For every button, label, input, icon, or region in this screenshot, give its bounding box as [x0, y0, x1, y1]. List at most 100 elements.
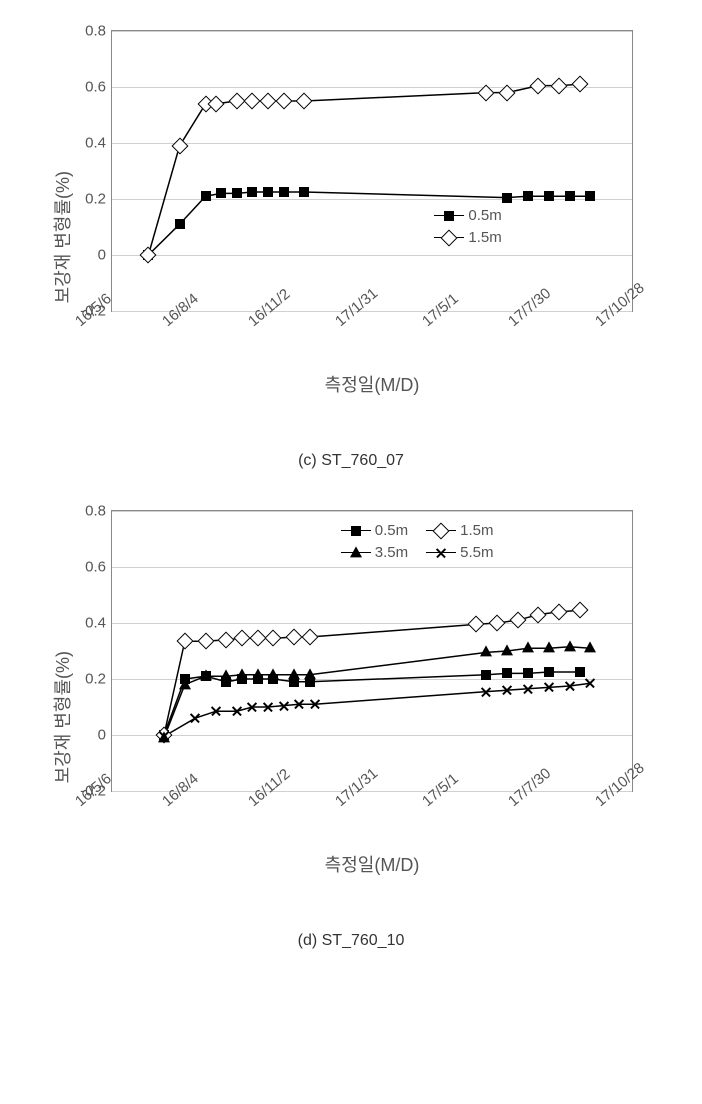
data-marker [572, 602, 589, 619]
data-marker [197, 633, 214, 650]
data-marker [304, 668, 316, 679]
data-marker [509, 612, 526, 629]
data-marker [210, 705, 222, 717]
data-marker [278, 700, 290, 712]
data-marker [551, 77, 568, 94]
y-tick-label: 0.2 [85, 191, 106, 208]
data-marker [231, 705, 243, 717]
caption-prefix: (c) [298, 452, 321, 469]
data-marker [252, 668, 264, 679]
y-tick-label: 0.4 [85, 135, 106, 152]
legend-label: 0.5m [375, 522, 408, 539]
data-marker [522, 642, 534, 653]
legend-item: 5.5m [426, 544, 493, 561]
data-marker [234, 630, 251, 647]
legend: 0.5m 1.5m 3.5m 5.5m [341, 519, 508, 563]
data-marker [530, 606, 547, 623]
y-tick-label: 0.4 [85, 615, 106, 632]
chart-d: -0.200.20.40.60.816/5/616/8/416/11/217/1… [21, 500, 681, 950]
data-marker [296, 93, 313, 110]
x-tick-label: 16/11/2 [245, 286, 293, 330]
y-tick-label: 0.8 [85, 503, 106, 520]
data-marker [208, 95, 225, 112]
data-marker [265, 630, 282, 647]
legend-label: 3.5m [375, 544, 408, 561]
chart-caption: (c) ST_760_07 [21, 452, 681, 470]
series-lines [112, 31, 632, 311]
gridline [112, 31, 632, 32]
data-marker [247, 187, 257, 197]
data-marker [502, 668, 512, 678]
data-marker [551, 603, 568, 620]
gridline [112, 143, 632, 144]
chart-box: -0.200.20.40.60.816/5/616/8/416/11/217/1… [21, 20, 661, 440]
data-marker [481, 670, 491, 680]
data-marker [522, 683, 534, 695]
data-marker [543, 681, 555, 693]
data-marker [267, 668, 279, 679]
series-line [148, 192, 590, 255]
data-marker [299, 187, 309, 197]
data-marker [288, 668, 300, 679]
data-marker [468, 616, 485, 633]
gridline [112, 511, 632, 512]
y-axis-title: 보강재 변형률(%) [49, 651, 75, 783]
legend-label: 5.5m [460, 544, 493, 561]
data-marker [565, 191, 575, 201]
data-marker [171, 137, 188, 154]
data-marker [176, 633, 193, 650]
x-tick-label: 17/7/30 [505, 765, 554, 810]
data-marker [543, 642, 555, 653]
data-marker [260, 93, 277, 110]
data-marker [175, 219, 185, 229]
data-marker [501, 684, 513, 696]
x-tick-label: 17/10/28 [592, 759, 648, 810]
gridline [112, 255, 632, 256]
x-tick-label: 16/5/6 [72, 770, 115, 810]
data-marker [480, 686, 492, 698]
data-marker [502, 193, 512, 203]
data-marker [309, 698, 321, 710]
data-marker [279, 187, 289, 197]
legend: 0.5m1.5m [434, 205, 515, 249]
x-tick-label: 17/1/31 [332, 285, 381, 330]
x-tick-label: 17/7/30 [505, 285, 554, 330]
x-tick-label: 16/11/2 [245, 766, 293, 810]
y-tick-label: 0.8 [85, 23, 106, 40]
x-tick-label: 17/10/28 [592, 279, 648, 330]
data-marker [572, 76, 589, 93]
y-tick-label: 0.6 [85, 79, 106, 96]
data-marker [501, 644, 513, 655]
data-marker [236, 668, 248, 679]
data-marker [218, 631, 235, 648]
legend-item: 3.5m [341, 544, 408, 561]
gridline [112, 735, 632, 736]
data-marker [564, 640, 576, 651]
y-tick-label: 0 [98, 727, 106, 744]
data-marker [263, 187, 273, 197]
x-axis-title: 측정일(M/D) [325, 851, 420, 877]
gridline [112, 199, 632, 200]
chart-box: -0.200.20.40.60.816/5/616/8/416/11/217/1… [21, 500, 661, 920]
data-marker [220, 670, 232, 681]
data-marker [544, 667, 554, 677]
data-marker [585, 191, 595, 201]
legend-label: 1.5m [460, 522, 493, 539]
data-marker [530, 77, 547, 94]
data-marker [544, 191, 554, 201]
data-marker [286, 629, 303, 646]
plot-area: -0.200.20.40.60.816/5/616/8/416/11/217/1… [111, 30, 633, 312]
legend-item: 0.5m [341, 522, 408, 539]
data-marker [480, 646, 492, 657]
gridline [112, 567, 632, 568]
data-marker [232, 188, 242, 198]
legend-item: 1.5m [434, 229, 501, 246]
caption-label: ST_760_07 [321, 452, 404, 469]
data-marker [244, 93, 261, 110]
x-tick-label: 17/1/31 [332, 765, 381, 810]
plot-area: -0.200.20.40.60.816/5/616/8/416/11/217/1… [111, 510, 633, 792]
data-marker [584, 677, 596, 689]
data-marker [575, 667, 585, 677]
legend-label: 1.5m [468, 229, 501, 246]
data-marker [189, 712, 201, 724]
